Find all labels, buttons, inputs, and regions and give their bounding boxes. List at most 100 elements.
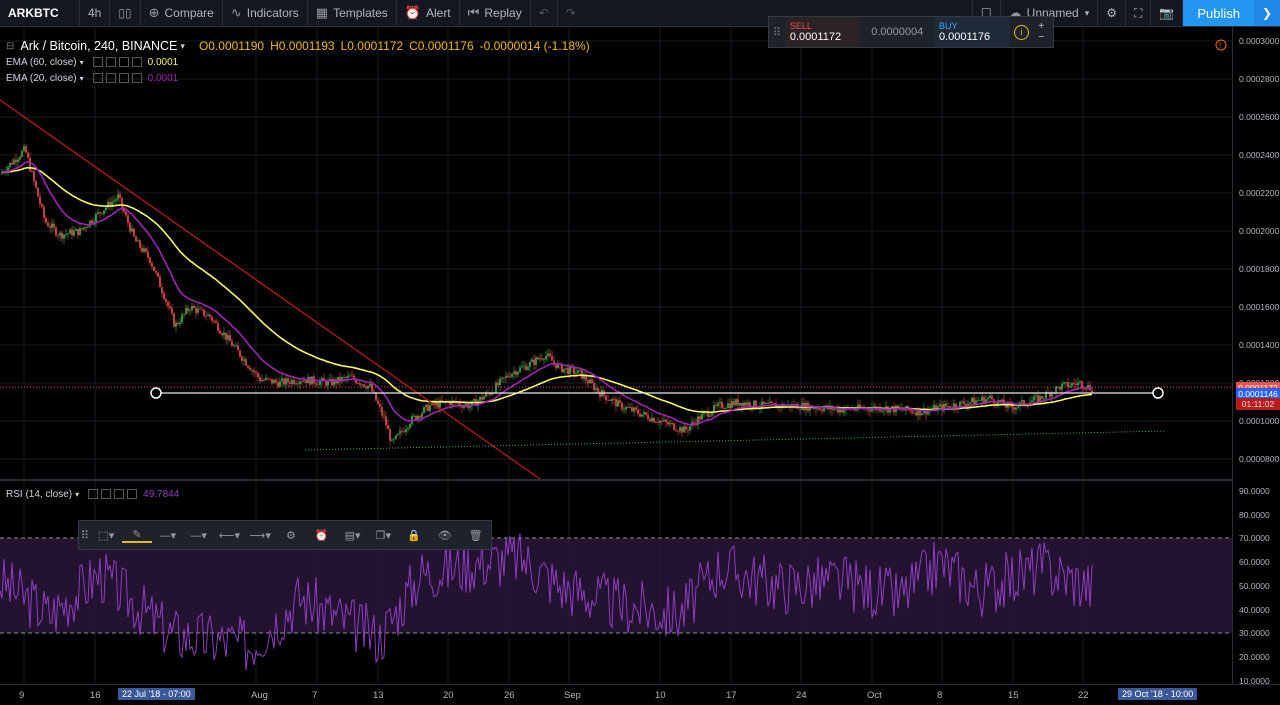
indicators-button[interactable]: ∿ Indicators [223, 0, 308, 26]
candle-body [33, 171, 35, 181]
candle-body [535, 357, 537, 365]
replay-label: Replay [484, 6, 522, 20]
line-style-button[interactable]: —▾ [152, 529, 183, 542]
horizontal-line-handle-right[interactable] [1152, 387, 1164, 399]
interval-button[interactable]: 4h [80, 0, 111, 26]
price-chart[interactable]: ! [0, 27, 1232, 684]
alert-button[interactable]: ⏰ Alert [397, 0, 460, 26]
gear-icon[interactable] [101, 489, 112, 499]
candle-body [405, 429, 407, 433]
candle-body [407, 427, 409, 430]
horizontal-line-handle-left[interactable] [150, 387, 162, 399]
eye-icon[interactable] [88, 489, 99, 499]
replay-button[interactable]: ⏮ Replay [460, 0, 531, 26]
compare-button[interactable]: ⊕ Compare [141, 0, 223, 26]
info-button[interactable]: i [1009, 17, 1035, 47]
candle-body [1079, 381, 1081, 383]
candle-body [725, 407, 727, 409]
collapse-icon[interactable]: ⊟ [6, 40, 15, 52]
sidebar-toggle-button[interactable]: ❯ [1254, 0, 1280, 26]
more-icon[interactable] [131, 73, 142, 83]
candle-body [387, 425, 389, 430]
candle-body [11, 162, 13, 165]
left-end-button[interactable]: ⟵▾ [214, 529, 245, 542]
candle-body [645, 412, 647, 415]
candle-body [31, 170, 33, 172]
candle-body [423, 407, 425, 414]
trend-line[interactable] [0, 99, 541, 480]
select-tool-button[interactable]: ⬚▾ [91, 529, 122, 542]
candle-body [65, 234, 67, 235]
minus-icon[interactable]: − [1038, 32, 1045, 43]
buy-button[interactable]: BUY 0.0001176 [934, 17, 1009, 47]
right-end-button[interactable]: ⟶▾ [245, 529, 276, 542]
series-title[interactable]: Ark / Bitcoin, 240, BINANCE [20, 39, 178, 53]
chevron-down-icon: ▾ [1084, 7, 1090, 18]
settings-button[interactable]: ⚙ [276, 529, 307, 542]
line-color-button[interactable]: ✎ [121, 528, 153, 543]
alert-marker-icon[interactable] [1215, 39, 1227, 51]
lock-button[interactable]: 🔒 [399, 529, 430, 542]
more-icon[interactable] [131, 57, 142, 67]
support-line[interactable] [304, 430, 1166, 451]
layers-icon: ▤▾ [344, 529, 361, 542]
alert-tool-button[interactable]: ⏰ [306, 529, 337, 542]
sell-button[interactable]: SELL 0.0001172 [785, 17, 860, 47]
plus-icon[interactable]: + [1038, 21, 1045, 32]
chevron-down-icon[interactable]: ▾ [79, 57, 84, 67]
candle-body [1021, 400, 1023, 403]
delete-button[interactable]: 🗑 [460, 529, 491, 542]
candle-body [711, 412, 713, 416]
drag-handle[interactable]: ⠿ [80, 529, 89, 542]
settings-button[interactable]: ⚙ [1098, 0, 1126, 26]
candle-body [207, 314, 209, 316]
candle-body [231, 341, 233, 346]
candle-body [855, 409, 857, 411]
clone-button[interactable]: ❐▾ [368, 529, 399, 542]
quantity-stepper[interactable]: + − [1034, 17, 1053, 47]
drag-handle[interactable]: ⠿ [773, 26, 782, 39]
snapshot-button[interactable]: 📷 [1151, 0, 1184, 26]
chevron-down-icon[interactable]: ▾ [180, 40, 185, 51]
time-axis[interactable]: 22 15 8 Oct 24 17 10 Sep 26 20 13 7 Aug 16 9 22 Jul '1… [0, 684, 1280, 705]
line-width-button[interactable]: —▾ [183, 529, 214, 542]
candle-body [525, 365, 527, 370]
ema20-legend[interactable]: EMA (20, close) ▾ 0.0001 [6, 70, 590, 86]
candle-body [233, 345, 235, 347]
visual-order-button[interactable]: ▤▾ [337, 529, 368, 542]
candle-body [211, 316, 213, 321]
candle-body [727, 403, 729, 408]
candle-body [857, 404, 859, 410]
fullscreen-button[interactable]: ⛶ [1126, 0, 1152, 26]
publish-button[interactable]: Publish [1183, 0, 1254, 26]
ema60-legend[interactable]: EMA (60, close) ▾ 0.0001 [6, 54, 590, 70]
chart-type-button[interactable]: ▯▯ [110, 0, 141, 26]
close-icon[interactable] [114, 489, 125, 499]
layout-button[interactable]: ☐ [971, 0, 1001, 26]
rsi-legend[interactable]: RSI (14, close) ▾ 49.7844 [6, 486, 179, 502]
eye-icon[interactable] [92, 73, 103, 83]
close-icon[interactable] [118, 73, 129, 83]
candle-body [115, 199, 117, 201]
candle-body [675, 429, 677, 431]
eye-icon[interactable] [92, 57, 103, 67]
candle-body [659, 420, 661, 423]
candle-body [271, 378, 273, 384]
gear-icon[interactable] [105, 57, 116, 67]
templates-button[interactable]: ▦ Templates [308, 0, 397, 26]
candle-body [575, 372, 577, 374]
candle-body [619, 400, 621, 403]
close-icon[interactable] [118, 57, 129, 67]
candle-body [111, 201, 113, 207]
symbol-search[interactable]: ARKBTC [0, 0, 80, 26]
price-axis[interactable]: 0.0003000 0.0002800 0.0002600 0.0002400 0.00… [1232, 27, 1280, 686]
line-style-icon: —▾ [159, 529, 177, 542]
more-icon[interactable] [127, 489, 138, 499]
undo-button[interactable]: ↶ [531, 0, 558, 26]
gear-icon[interactable] [105, 73, 116, 83]
redo-button[interactable]: ↷ [558, 0, 584, 26]
candle-body [977, 400, 979, 402]
hide-button[interactable]: 👁 [430, 529, 461, 542]
chevron-down-icon[interactable]: ▾ [79, 73, 84, 83]
chevron-down-icon[interactable]: ▾ [75, 489, 80, 499]
